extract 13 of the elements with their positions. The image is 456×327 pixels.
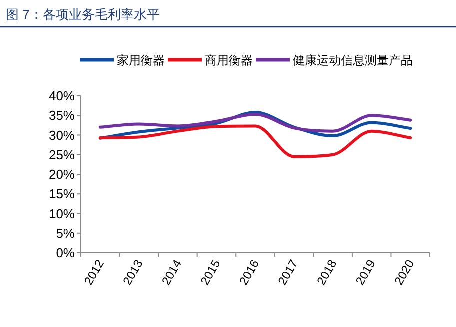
legend-label: 家用衡器 <box>117 54 165 68</box>
y-tick-label: 10% <box>48 206 76 222</box>
y-tick-label: 15% <box>48 186 76 202</box>
y-tick-label: 5% <box>56 226 76 241</box>
y-tick-label: 20% <box>48 167 76 182</box>
chart-title: 图 7：各项业务毛利率水平 <box>6 7 160 22</box>
y-tick-label: 0% <box>56 246 76 260</box>
y-tick-label: 40% <box>48 88 76 104</box>
legend-label: 商用衡器 <box>205 54 253 68</box>
legend-label: 健康运动信息测量产品 <box>293 54 413 68</box>
y-tick-label: 35% <box>48 108 76 124</box>
y-tick-label: 25% <box>48 147 76 162</box>
y-tick-label: 30% <box>48 128 76 143</box>
